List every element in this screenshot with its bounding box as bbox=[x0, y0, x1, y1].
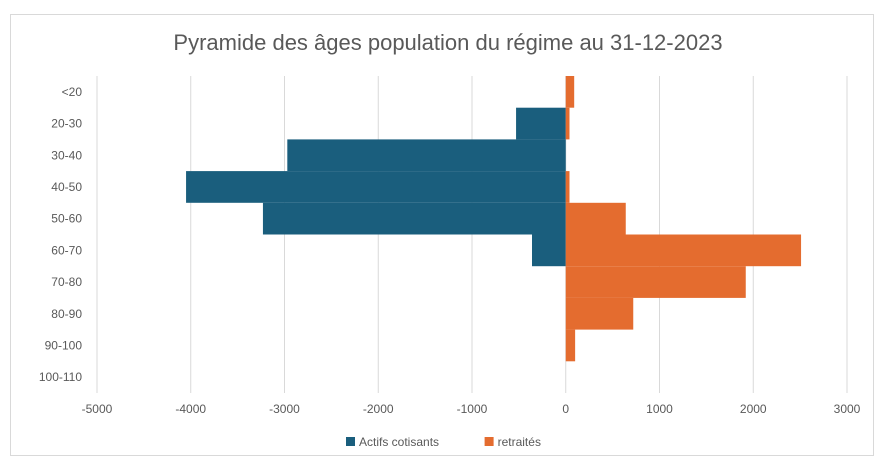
category-label: 80-90 bbox=[51, 307, 82, 321]
bar-retraites bbox=[565, 297, 634, 330]
bar-retraites bbox=[565, 234, 802, 267]
bar-retraites bbox=[565, 266, 746, 298]
category-label: 20-30 bbox=[51, 117, 82, 131]
category-labels: <20 20-30 30-40 40-50 50-60 60-70 70-80 80-90 90… bbox=[39, 85, 82, 384]
bar-actifs bbox=[516, 107, 566, 140]
bar-retraites bbox=[565, 107, 570, 140]
category-label: 60-70 bbox=[51, 243, 82, 257]
category-label: 100-110 bbox=[39, 370, 82, 384]
x-tick-label: -5000 bbox=[82, 402, 113, 416]
bar-actifs bbox=[287, 139, 566, 172]
x-tick-labels: -5000 -4000 -3000 -2000 -1000 0 1000 2000 3000 bbox=[82, 402, 861, 416]
x-tick-label: -2000 bbox=[363, 402, 394, 416]
category-label: 30-40 bbox=[51, 148, 82, 162]
x-tick-label: -4000 bbox=[175, 402, 206, 416]
x-tick-label: -3000 bbox=[269, 402, 300, 416]
category-label: 40-50 bbox=[51, 180, 82, 194]
x-tick-label: 1000 bbox=[646, 402, 673, 416]
x-tick-label: 3000 bbox=[834, 402, 861, 416]
bars bbox=[186, 76, 802, 362]
bar-actifs bbox=[186, 171, 566, 203]
category-label: 90-100 bbox=[45, 338, 83, 352]
bar-retraites bbox=[565, 329, 576, 362]
category-label: <20 bbox=[62, 85, 83, 99]
legend-label: retraités bbox=[498, 435, 541, 449]
x-tick-label: 0 bbox=[562, 402, 569, 416]
bar-retraites bbox=[565, 171, 570, 203]
bar-actifs bbox=[262, 202, 566, 235]
category-label: 70-80 bbox=[51, 275, 82, 289]
bar-actifs bbox=[532, 234, 566, 267]
bar-retraites bbox=[565, 202, 626, 235]
legend: Actifs cotisants retraités bbox=[346, 435, 541, 449]
legend-swatch bbox=[484, 437, 494, 446]
bar-retraites bbox=[565, 76, 575, 108]
chart-title: Pyramide des âges population du régime a… bbox=[173, 30, 722, 55]
legend-label: Actifs cotisants bbox=[359, 435, 439, 449]
legend-swatch bbox=[346, 437, 355, 446]
category-label: 50-60 bbox=[51, 212, 82, 226]
x-tick-label: 2000 bbox=[740, 402, 767, 416]
x-tick-label: -1000 bbox=[457, 402, 488, 416]
